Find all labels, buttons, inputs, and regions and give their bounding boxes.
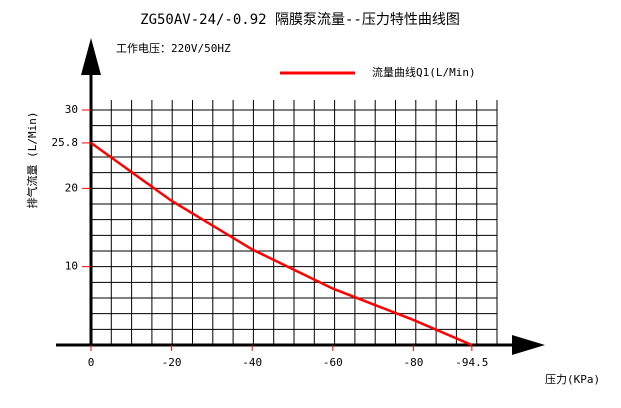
x-tick-label: -40 [242,356,262,369]
x-axis-label: 压力(KPa) [545,373,600,386]
grid [90,100,498,346]
legend-label: 流量曲线Q1(L/Min) [372,65,476,79]
x-axis-arrow [512,335,545,355]
x-tick-label: -20 [162,356,182,369]
y-tick-label: 10 [65,260,78,273]
chart-title: ZG50AV-24/-0.92 隔膜泵流量--压力特性曲线图 [140,12,460,28]
y-tick-label: 25.8 [52,136,79,149]
subtitle: 工作电压：220V/50HZ [116,42,231,55]
y-axis-arrow [81,38,101,75]
x-tick-label: -80 [403,356,423,369]
series-line [90,141,473,347]
x-tick-label: 0 [88,356,95,369]
x-tick-label: -94.5 [455,356,488,369]
y-tick-label: 20 [65,181,78,194]
y-tick-label: 30 [65,103,78,116]
x-tick-label: -60 [323,356,343,369]
y-axis-label: 排气流量 (L/Min) [25,112,39,209]
